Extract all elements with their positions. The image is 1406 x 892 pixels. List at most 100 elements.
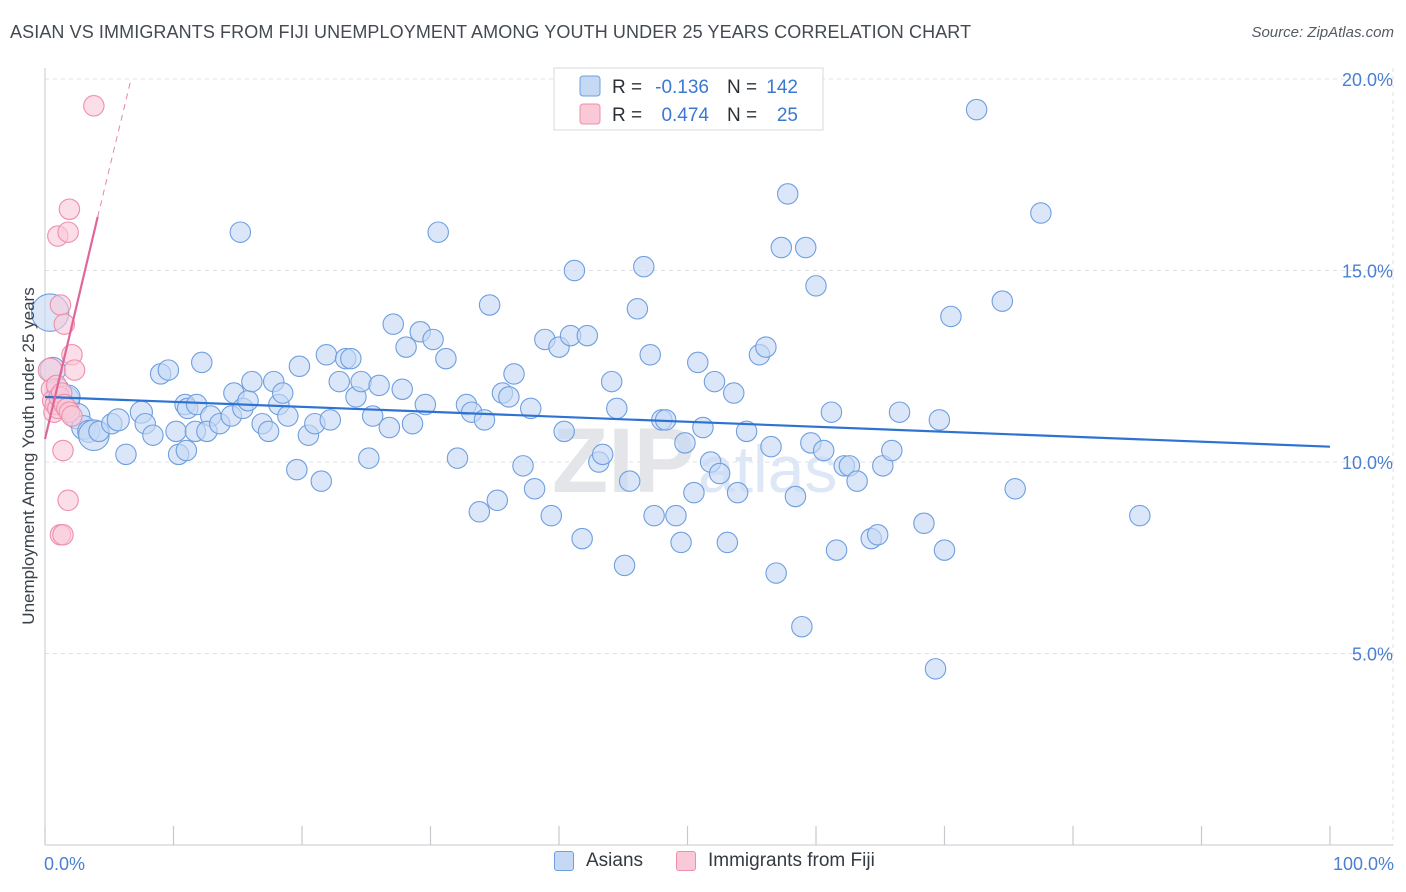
trend-line-asians: [44, 395, 1331, 448]
point-asians: [478, 294, 501, 316]
legend-fiji-r-value: 0.474: [661, 105, 709, 126]
point-asians: [229, 221, 252, 243]
legend-label-asians: Asians: [586, 850, 644, 871]
point-asians: [350, 370, 372, 393]
point-asians: [378, 416, 401, 439]
point-asians: [563, 259, 586, 282]
point-asians: [770, 236, 793, 259]
point-asians: [191, 351, 213, 374]
point-fiji: [58, 198, 81, 220]
point-asians: [805, 275, 827, 297]
point-asians: [286, 458, 308, 481]
point-asians: [106, 408, 130, 432]
chart-title: ASIAN VS IMMIGRANTS FROM FIJI UNEMPLOYME…: [10, 22, 972, 42]
point-asians: [414, 393, 437, 416]
point-asians: [237, 389, 259, 412]
point-asians: [765, 562, 787, 584]
point-asians: [825, 539, 848, 561]
point-fiji: [57, 489, 79, 512]
point-asians: [928, 409, 951, 431]
point-asians: [670, 531, 692, 554]
point-asians: [361, 405, 384, 427]
point-asians: [888, 401, 911, 423]
trend-lines: [43, 78, 1331, 448]
point-asians: [468, 501, 491, 523]
point-asians: [643, 504, 665, 527]
point-asians: [486, 489, 509, 512]
point-asians: [965, 98, 988, 121]
point-asians: [422, 328, 444, 351]
point-fiji: [61, 405, 83, 427]
legend-asians-r-value: -0.136: [655, 77, 709, 98]
point-asians: [776, 183, 799, 205]
point-asians: [708, 462, 731, 485]
point-asians: [391, 378, 413, 400]
point-asians: [315, 344, 338, 366]
point-asians: [519, 397, 542, 420]
y-tick-label: 20.0%: [1342, 70, 1393, 90]
point-fiji: [52, 439, 74, 462]
point-asians: [820, 401, 843, 423]
point-asians: [382, 313, 404, 335]
point-asians: [812, 439, 835, 462]
point-asians: [703, 370, 726, 393]
point-asians: [794, 236, 817, 259]
point-asians: [288, 355, 311, 377]
point-asians: [553, 420, 575, 443]
point-asians: [846, 470, 868, 492]
y-axis-label: Unemployment Among Youth under 25 years: [19, 287, 38, 624]
point-asians: [368, 374, 390, 397]
point-asians: [576, 324, 599, 347]
point-asians: [723, 382, 745, 404]
point-asians: [940, 305, 962, 328]
point-asians: [618, 470, 641, 492]
point-fiji: [63, 359, 86, 381]
point-asians: [784, 485, 807, 508]
point-asians: [881, 439, 903, 462]
point-fiji: [57, 221, 79, 243]
point-asians: [1030, 202, 1052, 224]
legend-swatch-asians: [579, 75, 601, 97]
x-tick-label-max: 100.0%: [1333, 854, 1394, 874]
point-asians: [340, 347, 362, 370]
point-asians: [358, 447, 380, 469]
grid-lines: [45, 68, 1394, 845]
point-asians: [866, 524, 889, 546]
point-asians: [760, 435, 782, 458]
legend-swatch-asians-bottom: [554, 851, 574, 871]
point-asians: [446, 447, 469, 469]
point-asians: [175, 439, 198, 462]
point-asians: [427, 221, 449, 243]
point-asians: [933, 539, 956, 561]
point-asians: [692, 416, 714, 439]
point-asians: [271, 382, 294, 404]
point-asians: [310, 470, 333, 492]
point-asians: [319, 409, 342, 431]
point-asians: [115, 443, 137, 466]
y-tick-labels: 5.0% 10.0% 15.0% 20.0%: [1342, 70, 1393, 665]
trend-line-fiji: [43, 216, 99, 440]
point-asians: [600, 370, 623, 393]
point-asians: [613, 554, 636, 577]
point-asians: [401, 412, 424, 435]
trend-line-fiji-extension: [97, 78, 132, 217]
series-asians-points: [30, 98, 1151, 680]
point-asians: [328, 370, 351, 393]
point-fiji: [83, 95, 105, 117]
point-asians: [991, 290, 1014, 312]
point-asians: [157, 359, 180, 381]
point-asians: [512, 455, 534, 477]
point-asians: [1129, 504, 1151, 527]
point-asians: [639, 344, 661, 366]
series-legend: Asians Immigrants from Fiji: [0, 850, 1406, 878]
point-asians: [435, 347, 457, 370]
y-tick-label: 15.0%: [1342, 262, 1393, 282]
point-asians: [674, 432, 696, 454]
legend-asians-n-label: N =: [727, 77, 757, 98]
point-asians: [683, 481, 705, 504]
stats-legend: R = -0.136 N = 142 R = 0.474 N = 25: [553, 67, 824, 131]
point-asians: [626, 298, 649, 320]
point-asians: [633, 255, 655, 278]
point-asians: [591, 443, 614, 466]
